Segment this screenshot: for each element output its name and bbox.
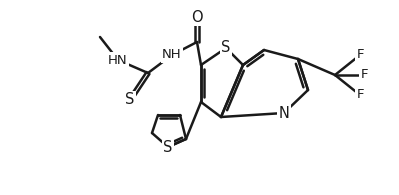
Text: F: F bbox=[356, 89, 364, 102]
Text: NH: NH bbox=[162, 49, 182, 61]
Text: O: O bbox=[191, 10, 203, 25]
Text: F: F bbox=[360, 68, 368, 82]
Text: S: S bbox=[221, 41, 231, 56]
Text: S: S bbox=[125, 92, 135, 107]
Text: N: N bbox=[279, 105, 289, 121]
Text: F: F bbox=[356, 49, 364, 61]
Text: HN: HN bbox=[108, 53, 128, 66]
Text: S: S bbox=[163, 139, 173, 154]
